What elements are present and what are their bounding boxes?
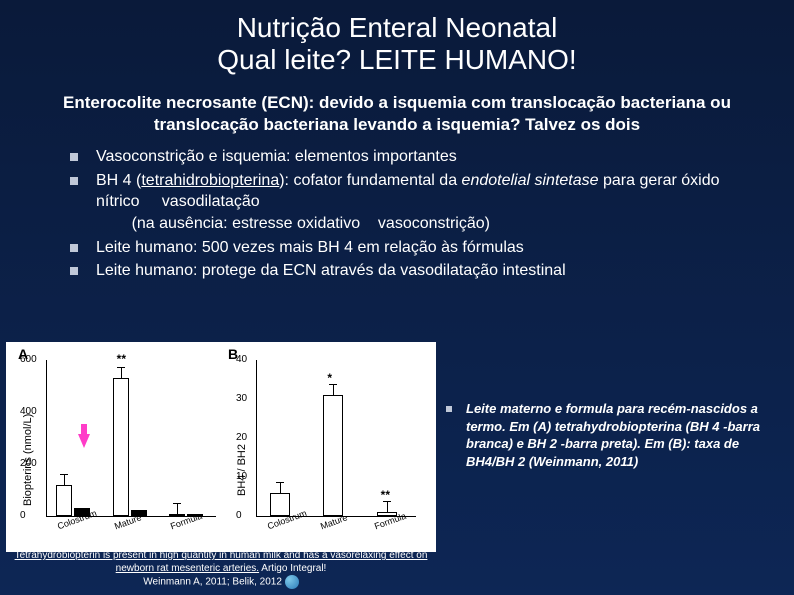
chart-figure: ABiopterins (nmol/L)0200400600Colostrum*…	[6, 342, 436, 552]
list-item: Leite humano: 500 vezes mais BH 4 em rel…	[70, 237, 744, 259]
footer-plain: Artigo Integral!	[261, 563, 326, 574]
slide-title: Nutrição Enteral Neonatal Qual leite? LE…	[0, 0, 794, 84]
bullet-icon	[70, 244, 78, 252]
bullet-icon	[70, 177, 78, 185]
footer-citation: Tetrahydrobiopterin is present in high q…	[6, 549, 436, 589]
footer-link[interactable]: Tetrahydrobiopterin is present in high q…	[15, 550, 428, 574]
bullet-text-2: BH 4 (tetrahidrobiopterina): cofator fun…	[96, 170, 744, 235]
bullet-text-3: Leite humano: 500 vezes mais BH 4 em rel…	[96, 237, 524, 259]
bullet-text-1: Vasoconstrição e isquemia: elementos imp…	[96, 146, 457, 168]
list-item: BH 4 (tetrahidrobiopterina): cofator fun…	[70, 170, 744, 235]
bullet-list: Vasoconstrição e isquemia: elementos imp…	[0, 146, 794, 282]
arrow-down-icon	[78, 434, 90, 448]
bullet-icon	[70, 153, 78, 161]
bullet-text-4: Leite humano: protege da ECN através da …	[96, 260, 566, 282]
title-line-1: Nutrição Enteral Neonatal	[0, 12, 794, 44]
list-item: Leite humano: protege da ECN através da …	[70, 260, 744, 282]
figure-caption: Leite materno e formula para recém-nasci…	[446, 400, 776, 470]
caption-text: Leite materno e formula para recém-nasci…	[466, 400, 776, 470]
bullet-icon	[446, 406, 452, 412]
bullet-icon	[70, 267, 78, 275]
title-line-2: Qual leite? LEITE HUMANO!	[0, 44, 794, 76]
subtitle: Enterocolite necrosante (ECN): devido a …	[0, 84, 794, 146]
subtitle-text: Enterocolite necrosante (ECN): devido a …	[40, 92, 754, 136]
globe-icon	[285, 575, 299, 589]
list-item: Vasoconstrição e isquemia: elementos imp…	[70, 146, 744, 168]
footer-refs: Weinmann A, 2011; Belik, 2012	[143, 577, 282, 588]
